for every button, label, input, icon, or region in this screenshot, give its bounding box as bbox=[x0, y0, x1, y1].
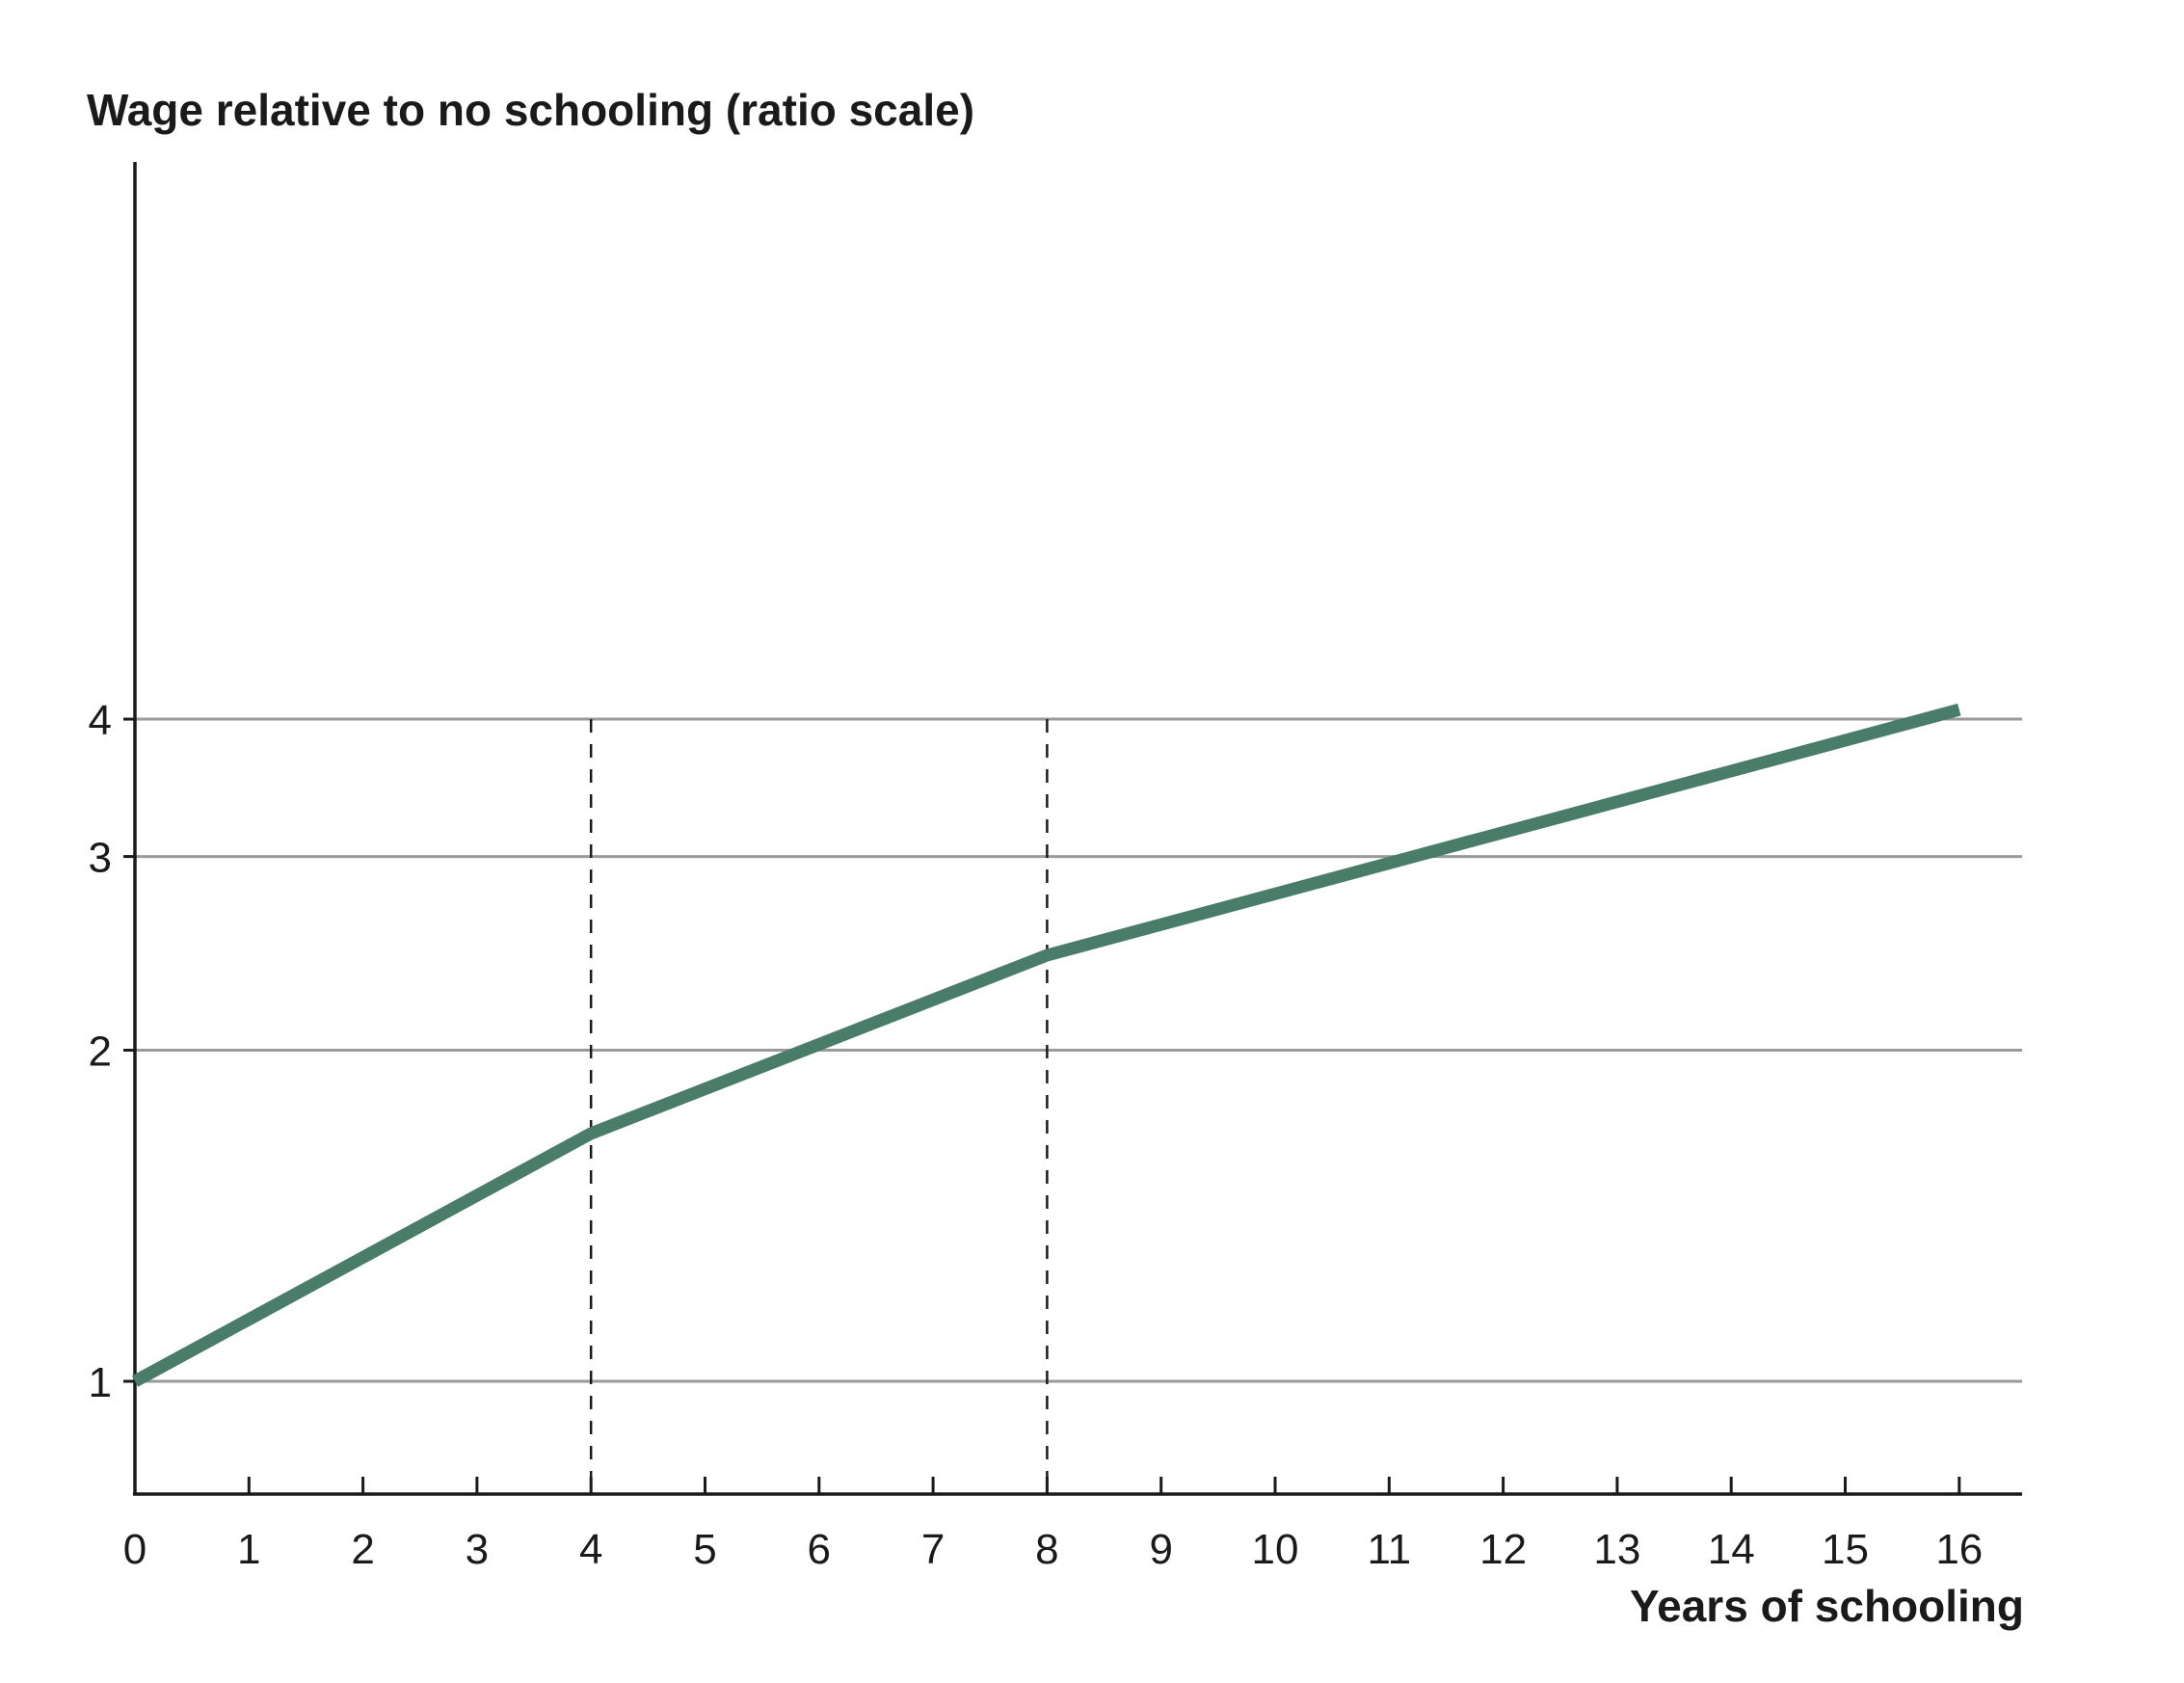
x-tick-label-12: 12 bbox=[1479, 1526, 1527, 1573]
x-tick-label-5: 5 bbox=[693, 1526, 716, 1573]
x-tick-label-1: 1 bbox=[237, 1526, 260, 1573]
series-line-0 bbox=[131, 703, 1961, 1387]
y-tick-label-4: 4 bbox=[89, 697, 112, 744]
x-tick-label-15: 15 bbox=[1822, 1526, 1869, 1573]
x-tick-label-16: 16 bbox=[1935, 1526, 1983, 1573]
y-axis-title: Wage relative to no schooling (ratio sca… bbox=[87, 85, 974, 135]
reference-lines bbox=[589, 719, 1049, 1494]
x-tick-label-11: 11 bbox=[1367, 1526, 1411, 1573]
x-tick-label-8: 8 bbox=[1035, 1526, 1058, 1573]
y-tick-label-2: 2 bbox=[89, 1028, 112, 1076]
x-tick-label-6: 6 bbox=[808, 1526, 831, 1573]
x-tick-label-9: 9 bbox=[1149, 1526, 1172, 1573]
x-tick-label-2: 2 bbox=[351, 1526, 374, 1573]
x-tick-label-13: 13 bbox=[1593, 1526, 1640, 1573]
x-tick-label-4: 4 bbox=[579, 1526, 602, 1573]
y-tick-label-1: 1 bbox=[89, 1359, 112, 1406]
y-tick-label-3: 3 bbox=[89, 835, 112, 882]
x-axis-title: Years of schooling bbox=[1630, 1581, 2024, 1631]
x-tick-label-14: 14 bbox=[1708, 1526, 1755, 1573]
gridlines bbox=[135, 717, 2022, 1383]
x-tick-label-10: 10 bbox=[1252, 1526, 1299, 1573]
axes bbox=[133, 162, 2022, 1496]
x-tick-label-3: 3 bbox=[466, 1526, 489, 1573]
x-tick-label-7: 7 bbox=[921, 1526, 945, 1573]
series bbox=[131, 703, 1961, 1387]
y-axis-ticks: 1 2 3 4 bbox=[89, 697, 135, 1406]
x-tick-label-0: 0 bbox=[123, 1526, 146, 1573]
x-axis-ticks: 0 1 2 3 4 5 6 7 8 9 10 11 12 13 14 15 16 bbox=[123, 1477, 1983, 1573]
